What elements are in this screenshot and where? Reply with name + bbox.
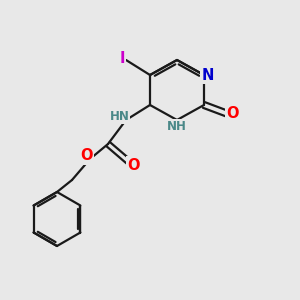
Text: N: N: [201, 68, 214, 82]
Text: O: O: [127, 158, 140, 172]
Text: O: O: [80, 148, 93, 164]
Text: HN: HN: [110, 110, 129, 124]
Text: O: O: [226, 106, 239, 122]
Text: I: I: [120, 51, 125, 66]
Text: NH: NH: [167, 120, 187, 133]
